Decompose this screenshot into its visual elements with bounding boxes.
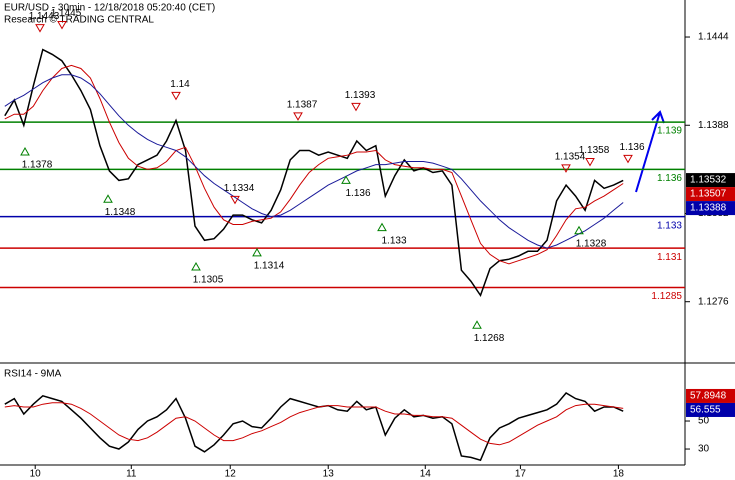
low-marker (20, 146, 30, 156)
y-tick-label: 1.1444 (698, 32, 729, 43)
high-label: 1.1443 (29, 11, 60, 22)
low-label: 1.1348 (105, 207, 136, 218)
low-label: 1.1268 (474, 333, 505, 344)
low-label: 1.133 (381, 235, 406, 246)
chart-title: EUR/USD - 30min - 12/18/2018 05:20:40 (C… (4, 3, 215, 14)
high-marker (171, 91, 181, 101)
high-marker (230, 195, 240, 205)
y-tick-label: 1.1388 (698, 120, 729, 131)
low-marker (574, 225, 584, 235)
high-label: 1.136 (619, 142, 644, 153)
rsi-box-label: 57.8948 (690, 391, 727, 402)
x-tick-label: 14 (420, 469, 432, 480)
series-rsi (4, 392, 624, 462)
low-label: 1.1314 (254, 260, 285, 271)
low-label: 1.136 (345, 188, 370, 199)
chart-subtitle: Research © TRADING CENTRAL (4, 15, 154, 26)
high-label: 1.1393 (345, 90, 376, 101)
rsi-tick-label: 50 (698, 416, 710, 427)
series-fast-ma (4, 64, 624, 265)
high-marker (293, 112, 303, 121)
low-marker (252, 247, 262, 257)
forecast-arrow (635, 110, 665, 193)
low-marker (103, 194, 113, 203)
low-label: 1.1328 (576, 238, 607, 249)
low-marker (377, 222, 387, 232)
series-ma (4, 402, 624, 446)
high-marker (585, 158, 595, 167)
price-box-label: 1.13507 (690, 189, 727, 200)
price-box (686, 201, 735, 216)
price-box-label: 1.13532 (690, 175, 727, 186)
series-slow-ma (4, 74, 624, 249)
rsi-title: RSI14 - 9MA (4, 369, 62, 380)
x-tick-label: 11 (126, 469, 137, 480)
rsi-box (686, 388, 735, 403)
rsi-box-label: 56.555 (690, 405, 721, 416)
x-tick-label: 18 (613, 469, 625, 480)
x-tick-label: 17 (515, 469, 527, 480)
level-label: 1.133 (657, 220, 682, 231)
high-marker (623, 154, 633, 164)
level-label: 1.136 (657, 173, 682, 184)
y-tick-label: 1.1276 (698, 296, 729, 307)
high-label: 1.1358 (579, 145, 610, 156)
high-label: 1.1445 (51, 8, 82, 19)
high-label: 1.1387 (287, 99, 318, 110)
low-marker (472, 320, 482, 329)
price-box (686, 187, 735, 202)
low-marker (191, 262, 201, 271)
low-label: 1.1378 (22, 160, 53, 171)
level-label: 1.131 (657, 252, 682, 263)
high-label: 1.1334 (224, 183, 255, 194)
level-label: 1.1285 (651, 291, 682, 302)
x-tick-label: 13 (323, 469, 335, 480)
low-label: 1.1305 (193, 275, 224, 286)
rsi-box (686, 402, 735, 417)
x-tick-label: 12 (225, 469, 237, 480)
high-label: 1.14 (170, 79, 190, 90)
price-box-label: 1.13388 (690, 203, 727, 214)
level-label: 1.139 (657, 126, 682, 137)
low-marker (341, 175, 351, 184)
price-box (686, 173, 735, 188)
rsi-tick-label: 30 (698, 444, 710, 455)
high-marker (561, 164, 571, 173)
series-price (4, 48, 624, 298)
x-tick-label: 10 (30, 469, 42, 480)
high-marker (35, 24, 45, 33)
high-marker (351, 102, 361, 112)
high-marker (57, 20, 67, 30)
high-label: 1.1354 (555, 151, 586, 162)
